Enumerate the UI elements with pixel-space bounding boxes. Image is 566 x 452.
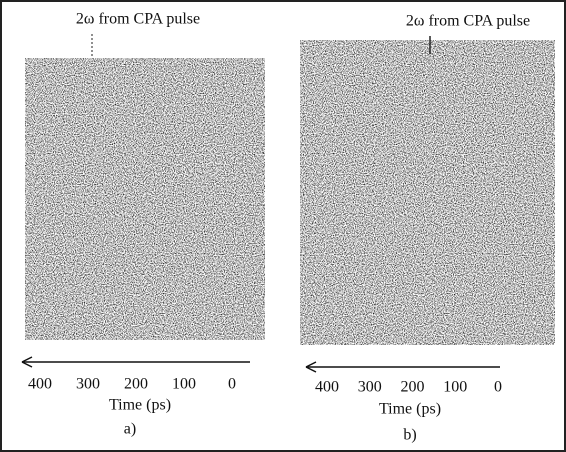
caption: b) (403, 427, 416, 444)
arrow-head (21, 356, 33, 368)
tick-label: 200 (401, 379, 425, 396)
tick-label: 300 (76, 376, 100, 393)
tick-label: 400 (28, 376, 52, 393)
tick-label: 100 (443, 379, 467, 396)
tick-label: 0 (228, 376, 236, 393)
tick-label: 200 (124, 376, 148, 393)
tick-label: 100 (172, 376, 196, 393)
arrow-head (305, 361, 317, 373)
tick-label: 300 (358, 379, 382, 396)
tick-label: 400 (315, 379, 339, 396)
streak-image-b (300, 40, 555, 345)
annotation: 2ω from CPA pulse (76, 11, 200, 28)
annotation: 2ω from CPA pulse (406, 13, 530, 30)
axis-label: Time (ps) (109, 397, 171, 414)
axis-label: Time (ps) (379, 401, 441, 418)
streak-image-a (25, 58, 265, 340)
tick-label: 0 (494, 379, 502, 396)
caption: a) (124, 421, 136, 438)
